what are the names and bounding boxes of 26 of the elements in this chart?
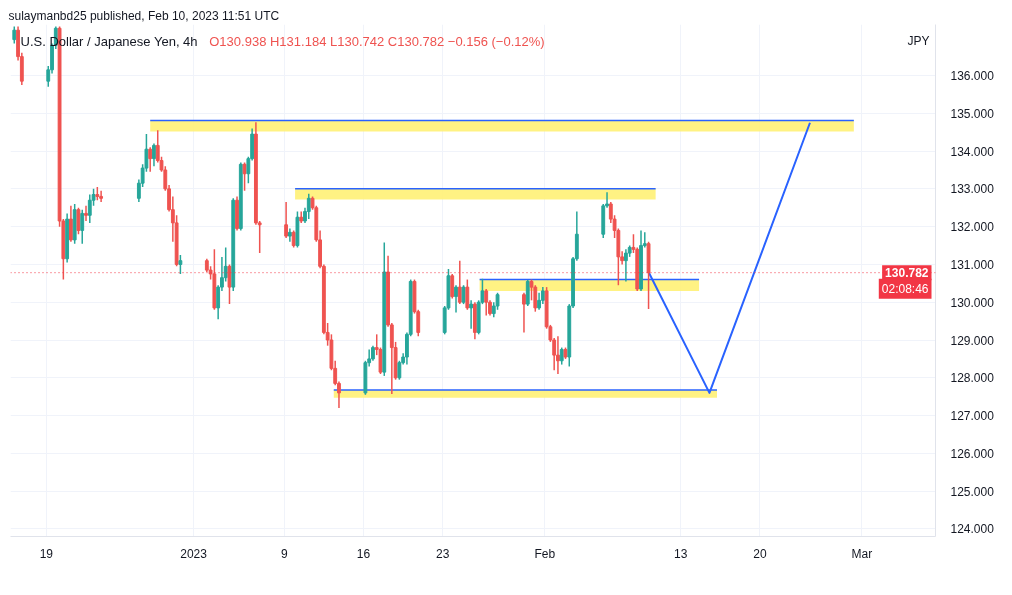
y-tick-label: 135.000 (950, 106, 995, 121)
y-tick-label: 124.000 (950, 522, 995, 537)
y-tick-label: 130.000 (950, 295, 995, 310)
x-tick-label: 9 (280, 546, 288, 561)
x-tick-label: Feb (534, 546, 556, 561)
ref-line-label: 130.782 02:08:46 (881, 266, 929, 296)
y-tick-label: 131.000 (950, 257, 995, 272)
y-tick-label: 128.000 (950, 371, 995, 386)
y-tick-label: 125.000 (950, 484, 995, 499)
y-tick-label: 127.000 (950, 409, 995, 424)
y-tick-label: 126.000 (950, 446, 995, 461)
text: O130.938 H131.184 L130.742 C130.782 −0.156 (−0.12%) (209, 34, 545, 49)
y-tick-label: 133.000 (950, 182, 995, 197)
y-tick-label: 134.000 (950, 144, 995, 159)
x-tick-label: 20 (753, 546, 767, 561)
x-tick-label: Mar (851, 546, 873, 561)
text: sulaymanbd25 published, Feb 10, 2023 11:51 UTC (8, 8, 280, 23)
y-axis-title: JPY (907, 33, 930, 48)
x-tick-label: 23 (436, 546, 450, 561)
y-tick-label: 136.000 (950, 69, 995, 84)
x-tick-label: 13 (673, 546, 688, 561)
x-tick-label: 16 (356, 546, 371, 561)
y-tick-label: 129.000 (950, 333, 995, 348)
x-tick-label: 19 (39, 546, 54, 561)
y-tick-label: 132.000 (950, 220, 995, 235)
x-tick-label: 2023 (180, 546, 208, 561)
